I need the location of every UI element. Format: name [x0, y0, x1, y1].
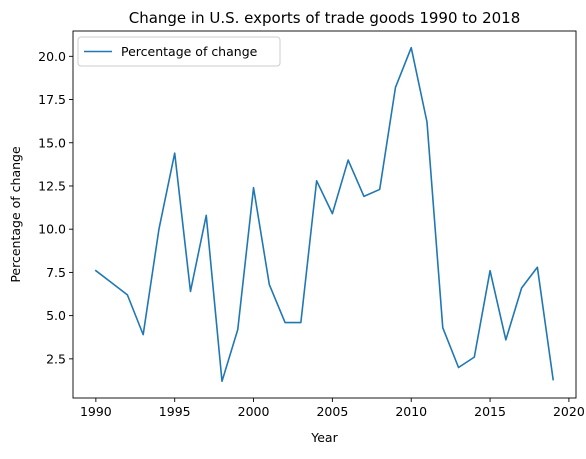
x-tick-label: 2015 — [474, 404, 506, 419]
y-tick-label: 10.0 — [38, 222, 66, 237]
x-tick-label: 1990 — [80, 404, 112, 419]
y-tick-label: 7.5 — [46, 265, 66, 280]
legend-label: Percentage of change — [121, 44, 258, 59]
y-tick-label: 5.0 — [46, 308, 66, 323]
x-tick-label: 2010 — [395, 404, 427, 419]
legend: Percentage of change — [78, 37, 280, 66]
axes-frame — [73, 31, 576, 398]
plot-layer — [96, 48, 553, 382]
y-axis-label: Percentage of change — [8, 146, 23, 283]
series-line-0 — [96, 48, 553, 382]
chart-title: Change in U.S. exports of trade goods 19… — [129, 9, 521, 27]
x-tick-label: 1995 — [159, 404, 191, 419]
x-tick-label: 2005 — [316, 404, 348, 419]
y-tick-label: 12.5 — [38, 178, 66, 193]
y-tick-label: 15.0 — [38, 135, 66, 150]
y-tick-label: 20.0 — [38, 49, 66, 64]
x-tick-label: 2020 — [553, 404, 585, 419]
x-axis-label: Year — [310, 430, 338, 445]
x-tick-label: 2000 — [238, 404, 270, 419]
y-tick-label: 2.5 — [46, 351, 66, 366]
y-tick-label: 17.5 — [38, 92, 66, 107]
